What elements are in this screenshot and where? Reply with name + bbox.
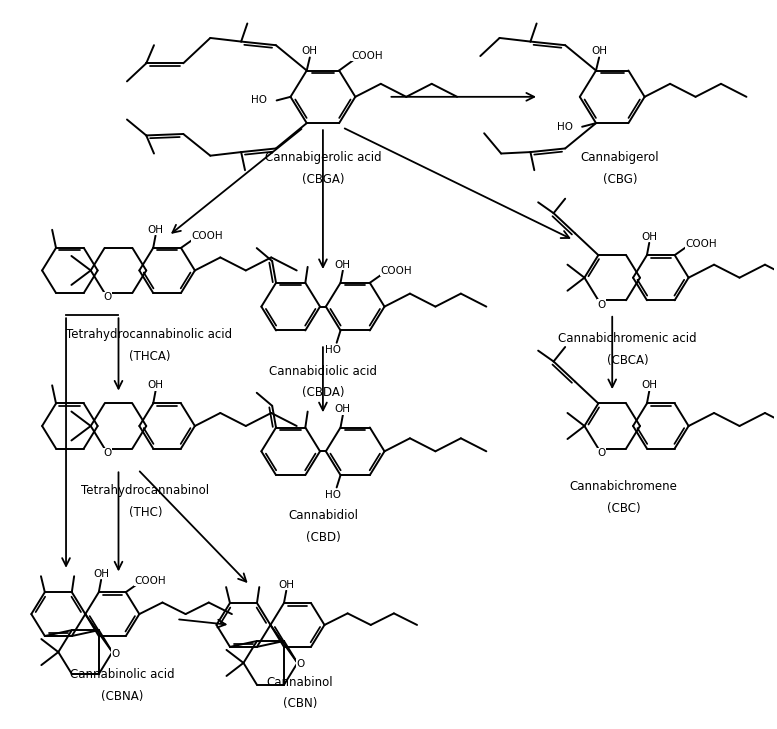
- Text: (CBCA): (CBCA): [607, 354, 649, 367]
- Text: Tetrahydrocannabinolic acid: Tetrahydrocannabinolic acid: [66, 328, 232, 341]
- Text: (CBG): (CBG): [603, 173, 637, 186]
- Text: O: O: [111, 649, 120, 658]
- Text: Cannabichromenic acid: Cannabichromenic acid: [559, 332, 697, 345]
- Text: O: O: [598, 300, 605, 310]
- Text: COOH: COOH: [380, 266, 412, 276]
- Text: COOH: COOH: [685, 238, 716, 249]
- Text: HO: HO: [252, 95, 267, 106]
- Text: Cannabidiolic acid: Cannabidiolic acid: [269, 364, 377, 378]
- Text: OH: OH: [335, 260, 351, 270]
- Text: (CBDA): (CBDA): [301, 386, 344, 399]
- Text: OH: OH: [335, 405, 351, 414]
- Text: HO: HO: [557, 122, 573, 132]
- Text: Cannabinolic acid: Cannabinolic acid: [70, 668, 175, 682]
- Text: OH: OH: [591, 46, 607, 56]
- Text: (THCA): (THCA): [129, 350, 170, 363]
- Text: O: O: [103, 448, 112, 458]
- Text: O: O: [598, 448, 605, 458]
- Text: COOH: COOH: [191, 231, 223, 241]
- Text: (CBGA): (CBGA): [301, 173, 344, 186]
- Text: Cannabidiol: Cannabidiol: [288, 509, 358, 522]
- Text: OH: OH: [148, 381, 163, 390]
- Text: Cannabigerolic acid: Cannabigerolic acid: [265, 151, 382, 164]
- Text: Tetrahydrocannabinol: Tetrahydrocannabinol: [82, 484, 210, 497]
- Text: OH: OH: [641, 381, 657, 390]
- Text: (CBD): (CBD): [305, 531, 340, 544]
- Text: COOH: COOH: [351, 51, 383, 61]
- Text: OH: OH: [641, 232, 657, 242]
- Text: OH: OH: [301, 46, 318, 56]
- Text: O: O: [297, 659, 305, 669]
- Text: (CBC): (CBC): [607, 502, 640, 515]
- Text: OH: OH: [278, 580, 294, 590]
- Text: OH: OH: [93, 569, 109, 579]
- Text: (CBNA): (CBNA): [101, 690, 144, 703]
- Text: (CBN): (CBN): [283, 697, 317, 710]
- Text: Cannabinol: Cannabinol: [267, 676, 333, 689]
- Text: Cannabichromene: Cannabichromene: [570, 480, 678, 494]
- Text: O: O: [103, 292, 112, 303]
- Text: HO: HO: [325, 345, 341, 355]
- Text: COOH: COOH: [134, 576, 166, 585]
- Text: (THC): (THC): [129, 506, 162, 518]
- Text: OH: OH: [148, 225, 163, 235]
- Text: HO: HO: [325, 490, 341, 499]
- Text: Cannabigerol: Cannabigerol: [580, 151, 659, 164]
